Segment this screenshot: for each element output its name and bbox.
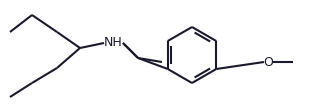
Text: NH: NH xyxy=(104,37,122,50)
Text: O: O xyxy=(263,56,273,68)
